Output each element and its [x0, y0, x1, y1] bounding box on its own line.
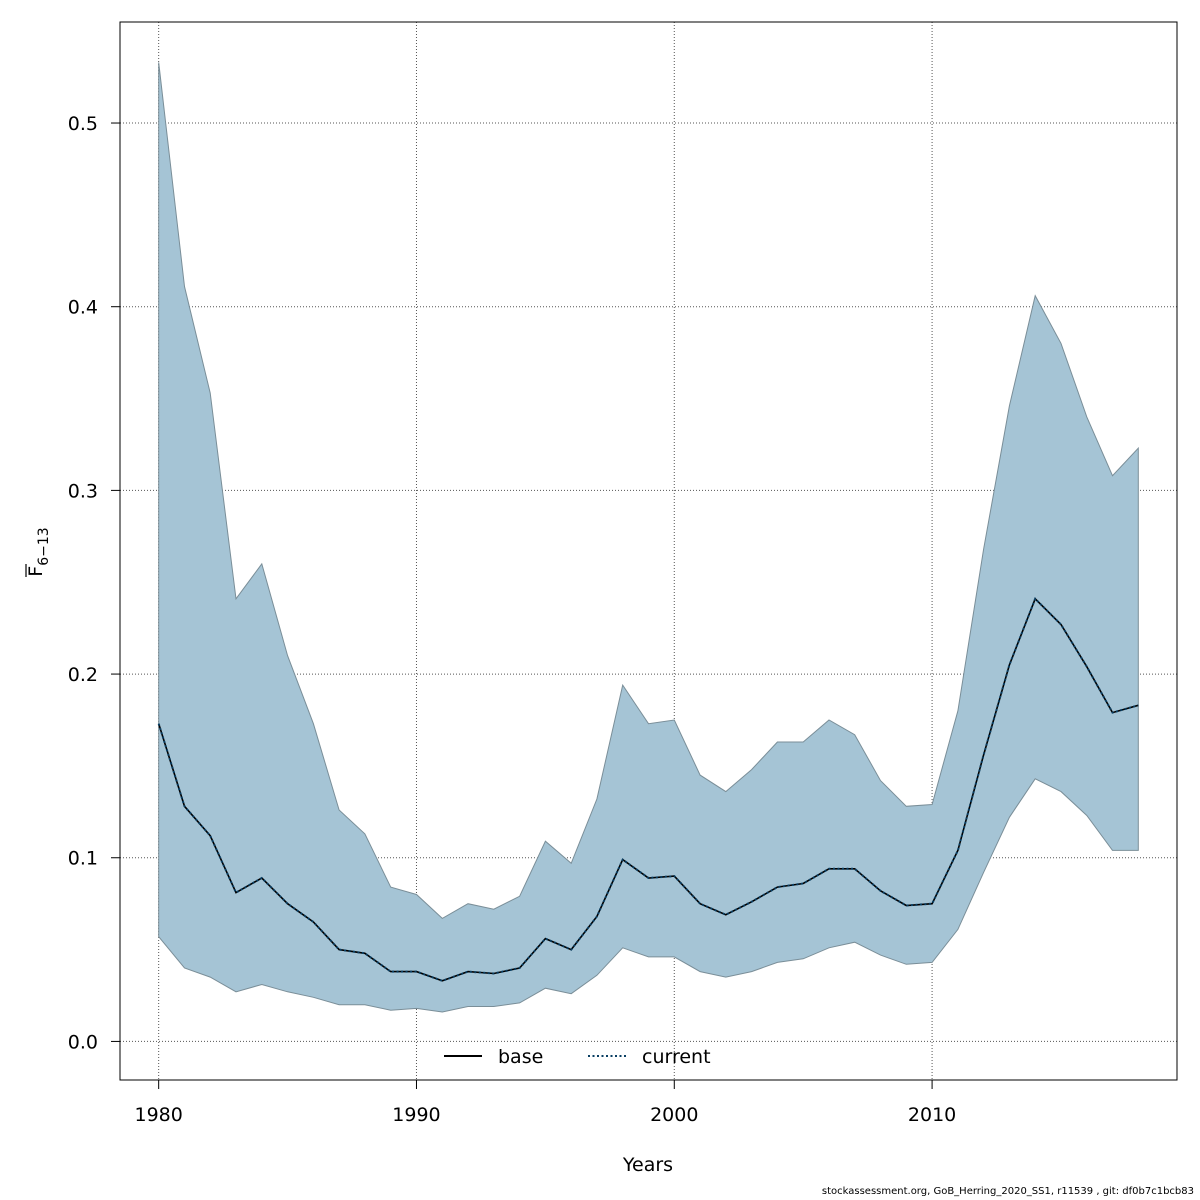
y-axis-title: F6−13 [25, 527, 52, 577]
y-tick-label-0: 0.0 [68, 1031, 98, 1053]
y-axis-title-subscript: 6−13 [36, 527, 52, 565]
x-axis-title: Years [622, 1154, 673, 1176]
y-tick-label-2: 0.2 [68, 664, 98, 686]
x-tick-label-3: 2010 [908, 1104, 956, 1126]
legend: base current [444, 1046, 711, 1068]
confidence-band [158, 62, 1139, 1013]
x-tick-label-1: 1990 [392, 1104, 440, 1126]
x-axis: 1980 1990 2000 2010 [134, 1079, 956, 1126]
y-tick-label-3: 0.3 [68, 480, 98, 502]
series-lines [157, 597, 1139, 982]
y-tick-label-4: 0.4 [68, 297, 98, 319]
y-axis-title-base: F [25, 566, 47, 577]
svg-text:F6−13: F6−13 [25, 527, 52, 576]
footer-credit: stockassessment.org, GoB_Herring_2020_SS… [821, 1186, 1194, 1197]
series-line-current [157, 597, 1139, 982]
y-tick-label-1: 0.1 [68, 848, 98, 870]
legend-label-base: base [498, 1046, 543, 1068]
x-tick-label-2: 2000 [650, 1104, 698, 1126]
y-axis: 0.0 0.1 0.2 0.3 0.4 0.5 [68, 113, 121, 1053]
legend-label-current: current [642, 1046, 711, 1068]
y-tick-label-5: 0.5 [68, 113, 98, 135]
x-tick-label-0: 1980 [134, 1104, 182, 1126]
